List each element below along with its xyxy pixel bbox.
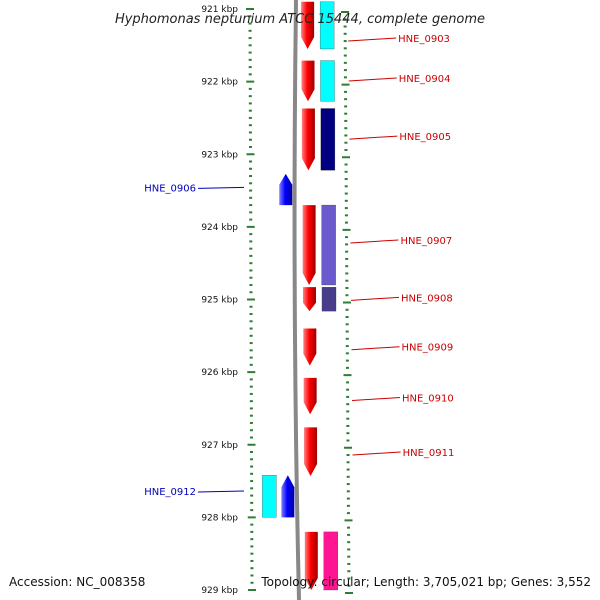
gene-arrow <box>304 427 318 476</box>
gene-track <box>262 1 338 591</box>
gene-arrow <box>302 205 316 285</box>
gene-label: HNE_0908 <box>401 293 453 304</box>
tick-label: 926 kbp <box>201 368 238 378</box>
cog-block <box>321 204 336 286</box>
cog-block <box>320 60 335 102</box>
map-title: Hyphomonas neptunium ATCC 15444, complet… <box>115 12 485 27</box>
tick-label: 928 kbp <box>201 513 238 523</box>
gene-label-track: HNE_0903 HNE_0904 HNE_0905 HNE_0906 HNE_0907… <box>144 34 454 498</box>
gene-arrow <box>301 60 315 102</box>
tick-label: 929 kbp <box>201 586 238 596</box>
accession-label: Accession: NC_008358 <box>9 575 145 589</box>
gene-label-leader <box>197 186 245 189</box>
gene-arrow <box>303 377 317 415</box>
gene-label: HNE_0905 <box>399 132 451 143</box>
gene-label: HNE_0904 <box>399 74 451 85</box>
gene-arrow <box>281 475 295 518</box>
gene-label-leader <box>348 77 397 82</box>
gene-label-leader <box>349 135 398 140</box>
tick-label: 922 kbp <box>201 78 238 88</box>
gene-label-leader <box>352 451 401 456</box>
topology-label: Topology: circular; Length: 3,705,021 bp… <box>260 575 591 589</box>
tick-label: 927 kbp <box>201 441 238 451</box>
gene-label-leader <box>348 37 397 42</box>
gene-label-leader <box>351 346 400 351</box>
backbone-line <box>292 0 301 600</box>
gene-arrow <box>301 108 315 171</box>
gene-arrow <box>301 1 315 49</box>
cog-block <box>323 531 338 591</box>
gene-label: HNE_0906 <box>144 183 196 194</box>
gene-arrow <box>279 173 293 206</box>
cog-block <box>320 108 336 171</box>
gene-label: HNE_0910 <box>402 394 454 405</box>
tick-label: 921 kbp <box>201 5 238 15</box>
tick-label: 925 kbp <box>201 296 238 306</box>
gene-label-leader <box>197 490 245 493</box>
tick-label: 924 kbp <box>201 223 238 233</box>
tick-track: 921 kbp 922 kbp 923 kbp 924 kbp 925 kbp 926 k… <box>201 5 353 596</box>
gene-label: HNE_0903 <box>398 34 450 45</box>
gene-arrow <box>304 531 318 590</box>
gene-label: HNE_0912 <box>144 487 196 498</box>
tick-label: 923 kbp <box>201 150 238 160</box>
gene-label: HNE_0907 <box>400 236 452 247</box>
gene-label: HNE_0909 <box>401 343 453 354</box>
gene-arrow <box>303 328 317 366</box>
gene-label-leader <box>350 239 399 244</box>
cog-block <box>319 1 335 50</box>
gene-arrow <box>302 287 316 312</box>
gene-label: HNE_0911 <box>403 448 455 459</box>
cog-block <box>321 287 337 312</box>
genome-backbone <box>292 0 301 600</box>
gene-label-leader <box>350 296 400 301</box>
gene-label-leader <box>351 397 401 402</box>
cog-block <box>262 475 277 518</box>
